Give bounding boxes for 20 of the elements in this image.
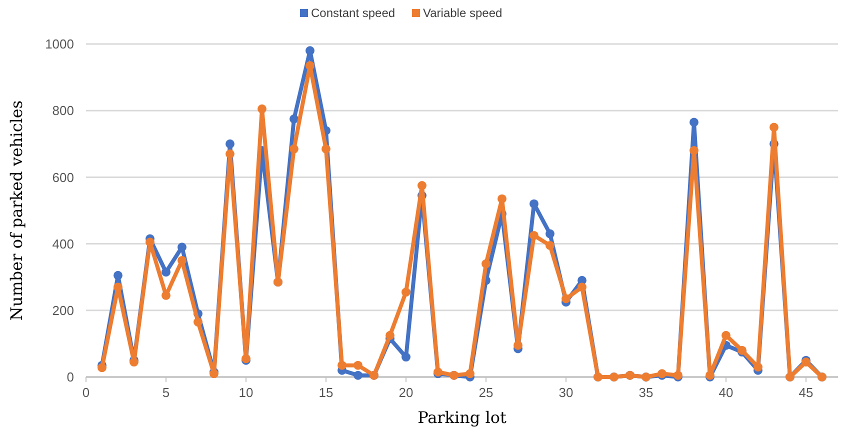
x-tick-label: 40: [718, 385, 734, 400]
y-tick-label: 800: [52, 103, 74, 118]
x-tick-label: 10: [238, 385, 254, 400]
y-axis-title: Number of parked vehicles: [7, 100, 26, 321]
y-tick-label: 600: [52, 170, 74, 185]
x-tick-label: 35: [638, 385, 654, 400]
y-tick-label: 1000: [45, 36, 74, 52]
x-tick-label: 5: [162, 385, 170, 400]
legend-label: Constant speed: [311, 6, 396, 20]
x-tick-label: 15: [318, 385, 334, 400]
x-tick-label: 25: [478, 385, 494, 400]
x-tick-label: 45: [798, 385, 814, 400]
x-tick-label: 30: [558, 385, 574, 400]
x-tick-label: 0: [82, 385, 90, 400]
y-tick-label: 0: [66, 370, 74, 385]
x-tick-label: 20: [398, 385, 414, 400]
x-axis-title: Parking lot: [418, 408, 507, 427]
legend-label: Variable speed: [423, 6, 502, 20]
y-tick-label: 200: [52, 302, 74, 318]
y-tick-label: 400: [52, 236, 74, 252]
